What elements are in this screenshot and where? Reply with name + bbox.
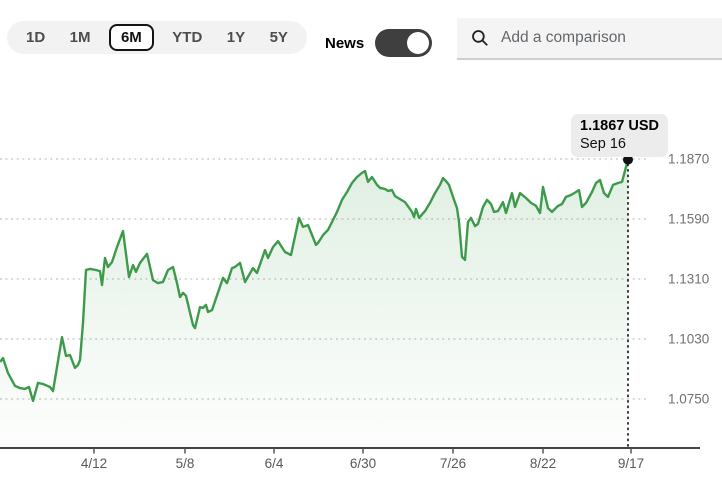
range-button-6m[interactable]: 6M [108,24,154,51]
comparison-search-input[interactable] [499,28,703,48]
range-button-5y[interactable]: 5Y [264,26,294,49]
comparison-search-box[interactable] [457,18,722,60]
news-toggle-group: News [325,29,433,57]
current-point-dot [623,154,633,165]
range-button-1d[interactable]: 1D [20,26,51,49]
last-price-value: 1.1867 USD [580,118,659,134]
range-button-ytd[interactable]: YTD [166,26,208,49]
y-axis-label: 1.1030 [668,332,709,347]
y-axis-labels: 1.1870 1.1590 1.1310 1.1030 1.0750 [668,152,709,407]
x-axis-label: 8/22 [530,456,556,471]
price-line [0,159,630,403]
range-button-1m[interactable]: 1M [64,26,97,49]
x-axis-label: 5/8 [176,456,195,471]
x-axis-label: 7/26 [440,456,466,471]
x-axis-label: 9/17 [618,456,644,471]
news-label: News [325,34,365,52]
y-axis-label: 1.1870 [668,152,709,167]
x-axis: 4/12 5/8 6/4 6/30 7/26 8/22 9/17 [0,447,700,471]
y-axis-label: 1.1310 [668,272,709,287]
search-icon [472,30,488,46]
y-axis-label: 1.0750 [668,392,709,407]
area-fill [0,159,628,447]
y-axis-label: 1.1590 [668,212,709,227]
last-price-flag: 1.1867 USD Sep 16 [571,114,668,157]
news-toggle[interactable] [375,29,433,57]
time-range-selector: 1D 1M 6M YTD 1Y 5Y [7,21,307,54]
x-axis-label: 6/30 [350,456,376,471]
x-axis-label: 4/12 [81,456,107,471]
last-price-date: Sep 16 [580,136,626,152]
x-axis-label: 6/4 [265,456,284,471]
toggle-knob-icon [407,32,430,54]
range-button-1y[interactable]: 1Y [221,26,251,49]
